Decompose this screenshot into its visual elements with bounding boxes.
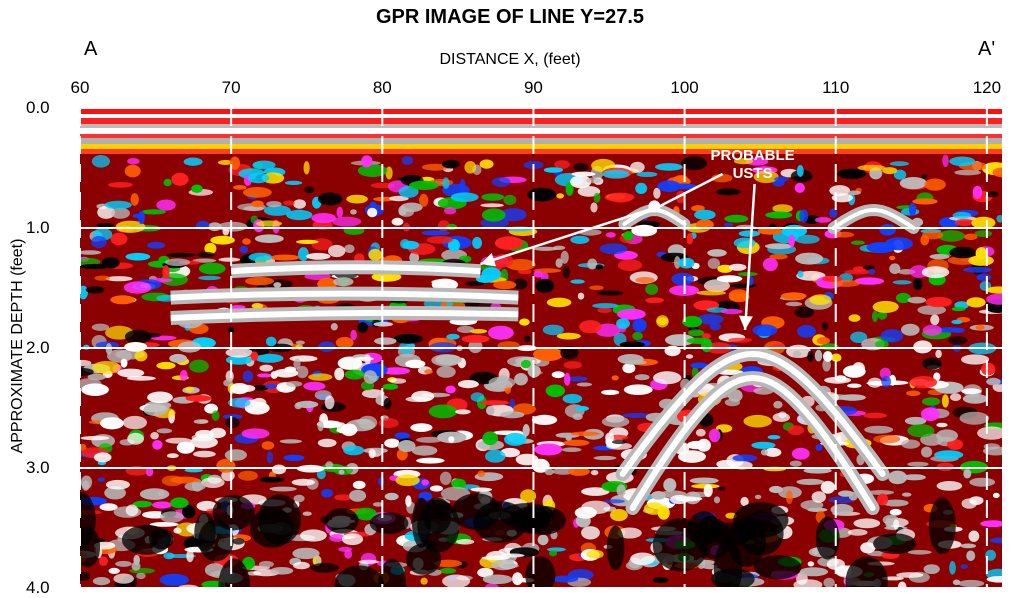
- annotation-arrow-line: [480, 205, 660, 266]
- radargram-texture: [80, 108, 1002, 588]
- y-tick-label: 3.0: [26, 458, 50, 477]
- x-tick-label: 70: [221, 78, 241, 97]
- corner-label-right: A': [978, 38, 996, 60]
- corner-label-left: A: [84, 38, 98, 60]
- y-axis-label: APPROXIMATE DEPTH (feet): [9, 238, 26, 454]
- y-tick-label: 2.0: [26, 338, 50, 357]
- x-tick-label: 100: [670, 78, 699, 97]
- gridlines: [80, 108, 1002, 588]
- x-tick-label: 110: [822, 78, 850, 97]
- annotation-arrow-line: [743, 183, 756, 331]
- y-tick-label: 0.0: [26, 98, 50, 117]
- annotation-arrowhead: [480, 253, 496, 267]
- y-tick-label: 1.0: [26, 218, 50, 237]
- x-tick-label: 90: [523, 78, 543, 97]
- y-tick-label: 4.0: [26, 578, 50, 597]
- x-axis-label: DISTANCE X, (feet): [439, 51, 581, 68]
- annotation-text-line1: PROBABLE: [711, 147, 795, 164]
- annotation-text-line2: USTS: [733, 165, 773, 182]
- x-tick-label: 80: [372, 78, 392, 97]
- chart-title: GPR IMAGE OF LINE Y=27.5: [375, 6, 645, 28]
- x-tick-label: 60: [70, 78, 90, 97]
- annotation-arrowhead: [739, 315, 753, 330]
- annotation-leader: [658, 172, 724, 208]
- x-tick-label: 120: [972, 78, 1002, 97]
